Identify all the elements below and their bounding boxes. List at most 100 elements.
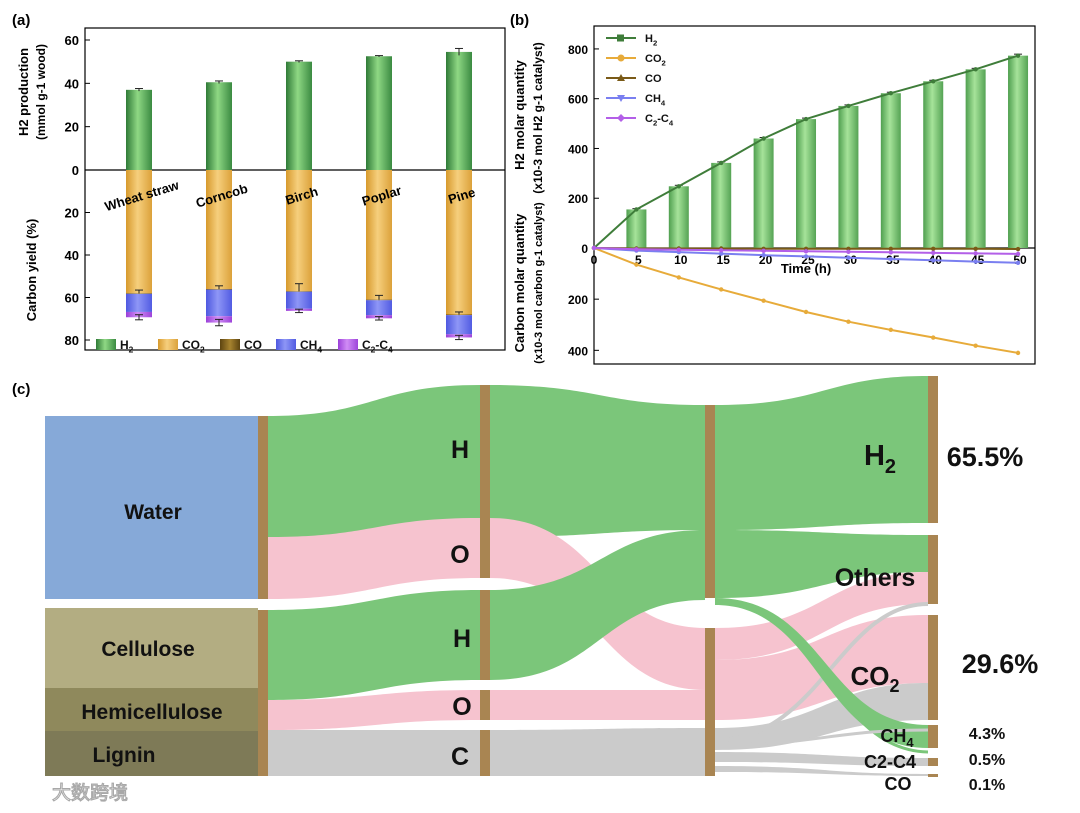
panel-b-legend-label-co2: CO2	[645, 53, 666, 67]
product-label-h2: H2	[864, 440, 896, 478]
bar-co-2	[286, 291, 312, 292]
panel-b-point-ch4-9	[973, 259, 978, 264]
panel-b-point-h2-10	[1015, 53, 1021, 58]
panel-b-bar-1	[626, 209, 647, 248]
panel-b-legend-marker-co	[617, 74, 625, 81]
node-product-c2c4	[928, 758, 938, 766]
panel-b-bar-6	[838, 105, 859, 248]
flow-mid-to-h2	[715, 376, 928, 530]
flow-h2-to-mid	[490, 530, 705, 680]
panel-a-top-tick-label: 60	[65, 33, 79, 48]
legend-swatch-ch4	[276, 339, 296, 350]
panel-b-point-c2c4-2	[676, 247, 682, 252]
panel-b-point-h2-4	[761, 136, 766, 141]
panel-b-bar-7	[880, 93, 901, 248]
panel-a-top-ylabel: H2 production	[16, 48, 31, 136]
source-label-water: Water	[124, 501, 182, 524]
flow-mid-c-to-c2c4	[715, 752, 928, 766]
panel-a-bottom-ylabel: Carbon yield (%)	[24, 219, 39, 322]
panel-b-legend-label-h2: H2	[645, 33, 657, 47]
element-label-o1: O	[450, 541, 469, 569]
panel-b-point-ch4-7	[888, 256, 894, 262]
panel-b-top-tick-label: 0	[581, 242, 588, 256]
panel-b-point-co2-6	[846, 319, 851, 324]
legend-swatch-c2c4	[338, 339, 358, 350]
flow-c-to-mid	[490, 728, 705, 776]
percent-ch4: 4.3%	[969, 726, 1005, 743]
panel-b-point-c2c4-7	[888, 250, 894, 255]
panel-b-point-ch4-10	[1015, 260, 1021, 266]
panel-b-x-tick-label: 5	[635, 253, 642, 267]
panel-b-bar-3	[711, 162, 732, 248]
node-element-h1	[480, 385, 490, 537]
watermark-text: 大数跨境	[52, 781, 128, 804]
product-ch4-sub: 4	[906, 735, 914, 750]
product-co2-sub: 2	[889, 676, 899, 696]
panel-b-legend-label-co: CO	[645, 73, 662, 85]
bar-co-1	[206, 289, 232, 290]
flow-mid-c-to-co	[715, 766, 928, 776]
source-label-lignin: Lignin	[93, 744, 156, 767]
panel-b-xlabel: Time (h)	[781, 261, 831, 276]
flow-mid-c-to-ch4	[714, 728, 929, 747]
panel-a-top-tick-label: 20	[65, 120, 79, 135]
panel-b-bar-5	[796, 119, 817, 248]
panel-b-frame	[593, 25, 1036, 365]
panel-b-point-co2-8	[931, 335, 936, 340]
flow-lignin-to-c	[268, 730, 480, 776]
panel-b-legend-marker-c2c4	[617, 114, 625, 122]
legend-label-co: CO	[244, 338, 262, 352]
bar-co2-4	[446, 170, 472, 315]
panel-b-bottom-ylabel-units: (x10-3 mol carbon g-1 catalyst)	[533, 202, 545, 364]
flow-mid-o-to-others	[715, 572, 928, 660]
product-label-co: CO	[885, 774, 912, 794]
watermark-logo-icon	[12, 780, 40, 801]
bar-h2-4	[446, 51, 472, 170]
panel-b-point-h2-1	[634, 207, 639, 212]
product-ch4-main: CH	[880, 726, 906, 746]
panel-b-top-tick-label: 200	[568, 192, 588, 206]
bar-co-0	[126, 293, 152, 294]
bar-co2-2	[286, 170, 312, 292]
panel-b-top-tick-label: 600	[568, 93, 588, 107]
panel-b-point-h2-8	[931, 79, 936, 84]
panel-b-legend-label-c2c4: C2-C4	[645, 113, 674, 127]
percent-c2c4: 0.5%	[969, 752, 1005, 769]
panel-b-x-tick-label: 15	[717, 253, 731, 267]
panel-a-chart: 0 20 40 60 20 40 60 80 H2 production (mmol g-1 wo…	[16, 27, 506, 355]
product-label-co2: CO2	[850, 661, 899, 696]
source-block-hemicellulose	[45, 688, 258, 731]
product-label-c2c4: C2-C4	[864, 752, 916, 772]
panel-b-bar-2	[668, 186, 689, 248]
node-element-o1	[480, 518, 490, 578]
node-product-h2	[928, 376, 938, 523]
panel-b-x-tick-label: 45	[971, 253, 985, 267]
bar-h2-3	[366, 56, 392, 170]
panel-label-c: (c)	[12, 381, 30, 398]
panel-b-legend-label-ch4: CH4	[645, 93, 666, 107]
flow-mid-h-to-c2c4	[714, 600, 929, 754]
element-label-c: C	[451, 743, 469, 771]
product-h2-sub: 2	[885, 456, 896, 478]
bar-co-4	[446, 314, 472, 316]
node-element-h2	[480, 590, 490, 680]
legend-label-h2: H2	[120, 338, 134, 355]
flow-cellulose-to-h	[268, 590, 480, 700]
panel-b-point-co2-4	[761, 298, 766, 303]
legend-label-c2c4: C2-C4	[362, 338, 393, 355]
source-label-hemicellulose: Hemicellulose	[81, 701, 222, 724]
panel-b-point-co2-10	[1015, 350, 1021, 356]
node-mid-bottom	[705, 628, 715, 776]
bar-h2-0	[126, 89, 152, 170]
panel-b-point-c2c4-0	[591, 245, 597, 251]
bar-ch4-0	[126, 293, 152, 312]
flow-hemicellulose-to-o	[268, 690, 480, 730]
panel-b-x-tick-label: 0	[591, 253, 598, 267]
panel-c-sankey: Water Cellulose Hemicellulose Lignin H O…	[45, 376, 1038, 794]
panel-b-point-c2c4-3	[719, 248, 724, 253]
flow-mid-c-to-co2	[715, 683, 928, 750]
legend-swatch-co	[220, 339, 240, 350]
panel-label-a: (a)	[12, 12, 30, 29]
panel-b-point-co2-7	[888, 327, 894, 333]
node-product-co	[928, 774, 938, 777]
